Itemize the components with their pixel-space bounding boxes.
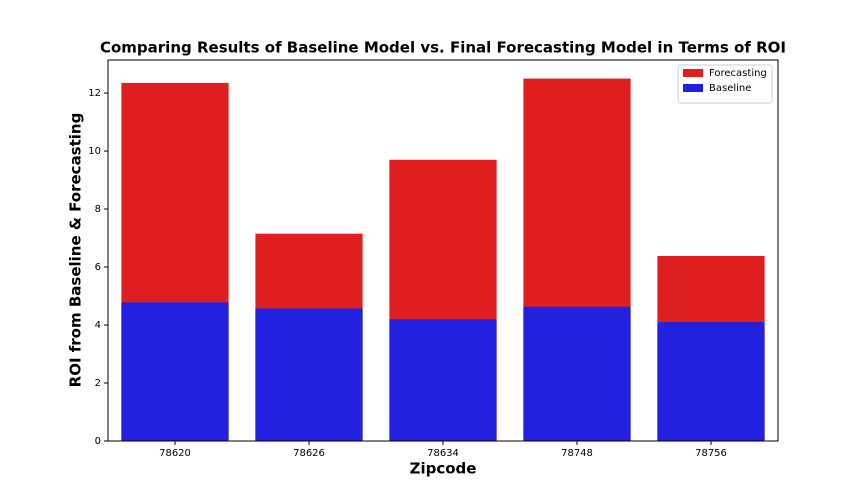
legend-swatch <box>683 69 703 77</box>
legend-label: Baseline <box>709 83 751 94</box>
x-tick-label: 78634 <box>427 448 459 459</box>
x-tick-label: 78756 <box>695 448 727 459</box>
y-tick-label: 6 <box>95 262 101 273</box>
y-tick-label: 4 <box>95 320 101 331</box>
bar <box>523 306 631 441</box>
legend: Forecasting Baseline <box>677 64 773 104</box>
legend-swatch <box>683 84 703 92</box>
y-tick-label: 2 <box>95 378 101 389</box>
y-axis-label: ROI from Baseline & Forecasting <box>67 113 85 388</box>
x-axis-label: Zipcode <box>410 460 477 478</box>
y-tick-label: 12 <box>88 88 101 99</box>
bar <box>255 308 363 441</box>
x-tick-label: 78620 <box>159 448 191 459</box>
bar <box>389 319 497 441</box>
chart-title: Comparing Results of Baseline Model vs. … <box>100 39 786 57</box>
plot-frame <box>107 59 779 442</box>
y-tick-label: 10 <box>88 146 101 157</box>
x-tick-label: 78748 <box>561 448 593 459</box>
legend-label: Forecasting <box>709 68 767 79</box>
y-tick-label: 8 <box>95 204 101 215</box>
bar <box>657 322 765 441</box>
y-tick-label: 0 <box>95 436 101 447</box>
x-tick-label: 78626 <box>293 448 325 459</box>
bar <box>121 302 229 441</box>
